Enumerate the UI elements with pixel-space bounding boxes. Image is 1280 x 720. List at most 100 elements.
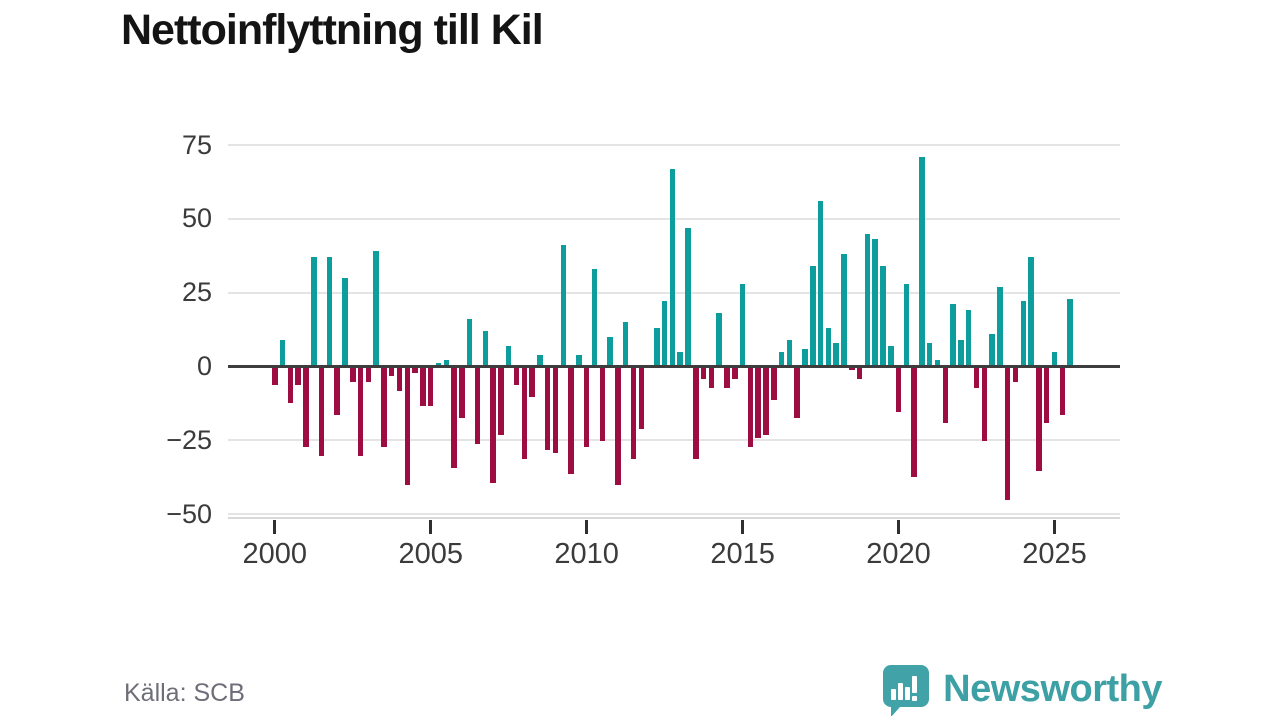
- bar-negative: [568, 368, 574, 474]
- y-axis-tick-label: −50: [166, 498, 212, 529]
- bar-negative: [700, 368, 707, 380]
- bar-negative: [942, 368, 949, 424]
- bar-negative: [599, 368, 606, 442]
- bar-negative: [404, 368, 411, 486]
- bar-negative: [732, 368, 738, 380]
- bar-positive: [373, 251, 379, 366]
- zero-line: [228, 364, 1120, 368]
- bar-positive: [739, 283, 746, 366]
- bar-positive: [591, 268, 598, 366]
- bar-positive: [279, 339, 286, 366]
- bar-positive: [1051, 351, 1058, 366]
- bar-negative: [381, 368, 387, 448]
- x-axis-tick-label: 2005: [398, 538, 463, 570]
- bar-negative: [638, 368, 644, 430]
- bar-negative: [1004, 368, 1011, 501]
- bar-positive: [934, 360, 941, 366]
- bar-positive: [685, 227, 691, 366]
- bar-positive: [778, 351, 785, 366]
- source-label: Källa: SCB: [124, 679, 245, 707]
- bar-negative: [856, 368, 863, 380]
- bar-negative: [272, 368, 278, 386]
- bar-negative: [583, 368, 590, 448]
- bar-negative: [794, 368, 800, 418]
- bar-negative: [747, 368, 754, 448]
- x-axis-tick: [897, 520, 901, 534]
- bar-positive: [576, 354, 582, 366]
- bar-negative: [295, 368, 301, 386]
- bar-positive: [950, 304, 956, 366]
- x-axis-tick-label: 2025: [1022, 538, 1087, 570]
- y-axis-tick-label: −25: [166, 424, 212, 455]
- bar-negative: [490, 368, 496, 483]
- bar-negative: [396, 368, 403, 391]
- bar-positive: [802, 348, 808, 366]
- bar-negative: [724, 368, 730, 389]
- bar-positive: [560, 245, 567, 366]
- bar-negative: [388, 368, 395, 377]
- bar-negative: [350, 368, 356, 383]
- chart-title: Nettoinflyttning till Kil: [121, 6, 544, 54]
- y-axis-tick-label: 75: [181, 129, 212, 160]
- bar-positive: [1067, 298, 1073, 366]
- bar-negative: [544, 368, 551, 451]
- bar-negative: [1036, 368, 1042, 471]
- bar-positive: [443, 360, 450, 366]
- gridline: [228, 144, 1120, 146]
- bar-negative: [513, 368, 520, 386]
- bar-positive: [841, 254, 847, 366]
- bar-positive: [311, 257, 317, 366]
- bar-negative: [427, 368, 434, 406]
- bar-positive: [833, 342, 839, 366]
- newsworthy-logo: Newsworthy: [881, 662, 1162, 716]
- gridline: [228, 439, 1120, 442]
- bar-positive: [903, 283, 910, 366]
- x-axis-tick: [741, 520, 745, 534]
- bar-negative: [451, 368, 457, 468]
- bar-negative: [981, 368, 988, 442]
- bar-negative: [615, 368, 621, 486]
- bar-negative: [973, 368, 980, 389]
- bar-positive: [622, 322, 629, 366]
- bar-negative: [521, 368, 528, 459]
- bar-positive: [997, 286, 1003, 366]
- bar-negative: [357, 368, 364, 456]
- bar-negative: [412, 368, 418, 374]
- bar-negative: [755, 368, 761, 439]
- bar-negative: [318, 368, 325, 456]
- x-axis-tick: [429, 520, 433, 534]
- bar-positive: [919, 156, 925, 366]
- bar-positive: [607, 336, 613, 366]
- bar-positive: [825, 328, 832, 366]
- bar-positive: [716, 313, 722, 366]
- bar-positive: [817, 201, 824, 366]
- bar-negative: [303, 368, 309, 448]
- bar-positive: [880, 266, 886, 366]
- y-axis-tick-label: 0: [196, 350, 212, 381]
- bar-positive: [482, 330, 489, 366]
- bar-positive: [989, 333, 995, 366]
- y-axis-tick-label: 25: [181, 277, 212, 308]
- x-axis-tick-label: 2020: [866, 538, 931, 570]
- bar-negative: [334, 368, 340, 415]
- bar-positive: [537, 354, 543, 366]
- bar-positive: [958, 339, 964, 366]
- bar-negative: [763, 368, 769, 436]
- bar-negative: [630, 368, 637, 459]
- bar-positive: [661, 301, 668, 366]
- x-axis-line: [228, 517, 1120, 519]
- bar-positive: [326, 257, 333, 366]
- bar-positive: [926, 342, 933, 366]
- x-axis-tick-label: 2010: [554, 538, 619, 570]
- gridline: [228, 513, 1120, 515]
- x-axis-tick: [273, 520, 277, 534]
- bar-positive: [786, 339, 793, 366]
- bar-positive: [342, 277, 348, 366]
- bar-negative: [552, 368, 559, 453]
- bar-negative: [498, 368, 504, 436]
- bar-negative: [895, 368, 902, 412]
- newsworthy-bubble-icon: [883, 665, 930, 716]
- bar-negative: [849, 368, 855, 371]
- bar-positive: [505, 345, 512, 366]
